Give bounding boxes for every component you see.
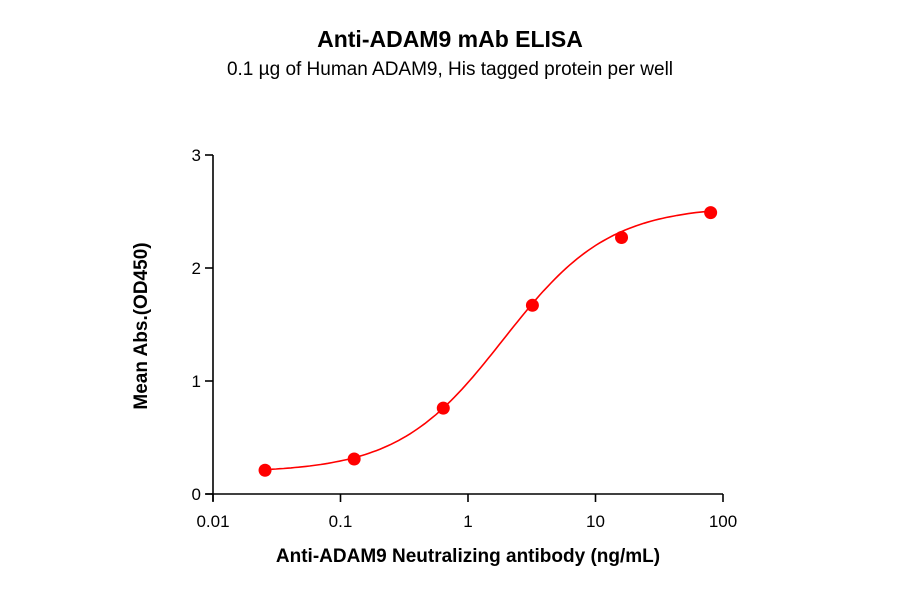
x-tick-label: 10: [586, 512, 605, 531]
data-points: [258, 206, 718, 477]
x-axis-label: Anti-ADAM9 Neutralizing antibody (ng/mL): [275, 546, 661, 567]
data-point: [258, 463, 272, 477]
x-tick-label: 0.01: [196, 512, 229, 531]
chart-subtitle: 0.1 µg of Human ADAM9, His tagged protei…: [226, 59, 674, 80]
chart-title: Anti-ADAM9 mAb ELISA: [317, 26, 583, 52]
data-point: [347, 452, 361, 466]
y-tick-label: 0: [192, 485, 201, 504]
y-tick-label: 3: [192, 146, 201, 165]
fit-curve: [265, 210, 711, 471]
x-tick-label: 0.1: [329, 512, 353, 531]
y-tick-label: 1: [192, 372, 201, 391]
x-tick-label: 1: [463, 512, 472, 531]
data-point: [436, 401, 450, 415]
data-point: [704, 206, 718, 220]
y-tick-label: 2: [192, 259, 201, 278]
data-point: [615, 230, 629, 244]
data-point: [525, 298, 539, 312]
axes: 0 1 2 3 0.01 0.1 1 10 100: [192, 146, 738, 531]
x-tick-label: 100: [709, 512, 737, 531]
